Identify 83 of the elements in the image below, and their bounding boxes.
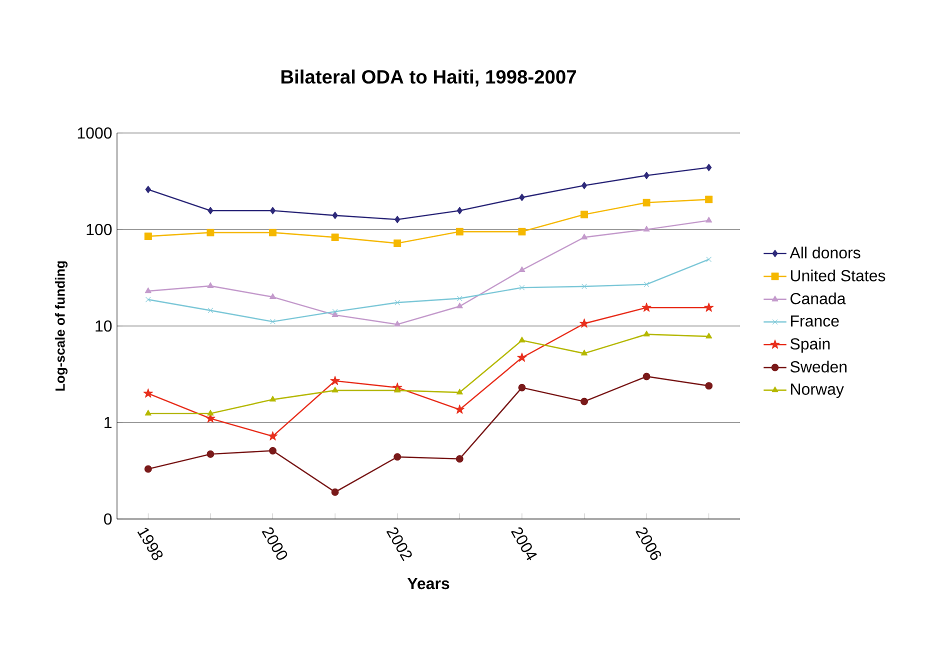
- y-axis-title: Log-scale of funding: [55, 261, 68, 391]
- point: [642, 198, 650, 206]
- point: [642, 372, 650, 380]
- point: [518, 228, 526, 236]
- point: [519, 194, 525, 202]
- point: [143, 388, 153, 398]
- point: [518, 266, 526, 272]
- point: [705, 382, 713, 390]
- legend-label: All donors: [790, 246, 860, 258]
- point: [270, 318, 276, 324]
- y-tick-label: 1: [104, 417, 112, 428]
- point: [394, 216, 400, 224]
- point: [580, 398, 588, 406]
- point: [643, 226, 650, 232]
- legend-label: Canada: [790, 292, 846, 304]
- point: [394, 320, 401, 326]
- point: [144, 410, 152, 416]
- legend-label: Norway: [791, 384, 844, 398]
- legend-label: Spain: [790, 338, 830, 353]
- point: [642, 302, 652, 312]
- point: [456, 228, 464, 236]
- point: [643, 330, 650, 336]
- point: [580, 234, 588, 240]
- point: [518, 384, 526, 392]
- point: [704, 302, 714, 312]
- point: [207, 410, 214, 416]
- point: [456, 302, 463, 308]
- point: [145, 296, 151, 302]
- legend-label: France: [791, 315, 839, 327]
- point: [144, 465, 152, 473]
- point: [269, 396, 276, 402]
- point: [580, 350, 588, 356]
- point: [644, 172, 650, 180]
- point: [456, 388, 463, 394]
- point: [332, 386, 338, 392]
- point: [644, 282, 650, 288]
- point: [208, 308, 214, 314]
- point: [206, 228, 214, 236]
- y-tick-label: 10: [96, 320, 112, 332]
- point: [269, 446, 276, 454]
- point: [705, 196, 713, 204]
- point: [706, 164, 712, 172]
- point: [456, 296, 462, 302]
- point: [144, 232, 152, 240]
- point: [706, 216, 712, 222]
- point: [454, 404, 464, 414]
- chart-title: Bilateral ODA to Haiti, 1998-2007: [281, 70, 576, 86]
- point: [332, 311, 338, 318]
- point: [394, 453, 402, 461]
- y-tick-label: 100: [86, 224, 112, 236]
- point: [518, 336, 526, 342]
- point: [706, 332, 712, 338]
- point: [706, 256, 712, 262]
- point: [144, 287, 152, 294]
- point: [145, 186, 152, 194]
- legend-label: Sweden: [790, 360, 847, 372]
- point: [456, 455, 464, 463]
- point: [517, 352, 527, 362]
- point: [207, 282, 214, 288]
- point: [268, 431, 278, 440]
- point: [579, 318, 590, 328]
- x-axis-title: Years: [407, 578, 450, 590]
- point: [206, 450, 214, 458]
- point: [331, 488, 339, 496]
- point: [394, 386, 401, 392]
- point: [581, 182, 588, 190]
- point: [269, 293, 276, 299]
- y-tick-label: 0: [104, 513, 112, 525]
- y-tick-label: 1000: [78, 127, 112, 139]
- point: [331, 234, 339, 242]
- point: [394, 300, 400, 306]
- legend-label: United States: [790, 270, 886, 282]
- point: [456, 206, 463, 214]
- point: [582, 284, 587, 290]
- point: [332, 212, 338, 220]
- point: [330, 376, 340, 386]
- point: [208, 206, 214, 214]
- point: [394, 240, 402, 248]
- point: [270, 206, 276, 214]
- point: [269, 228, 276, 236]
- point: [519, 284, 525, 290]
- point: [580, 210, 588, 218]
- point: [332, 308, 338, 314]
